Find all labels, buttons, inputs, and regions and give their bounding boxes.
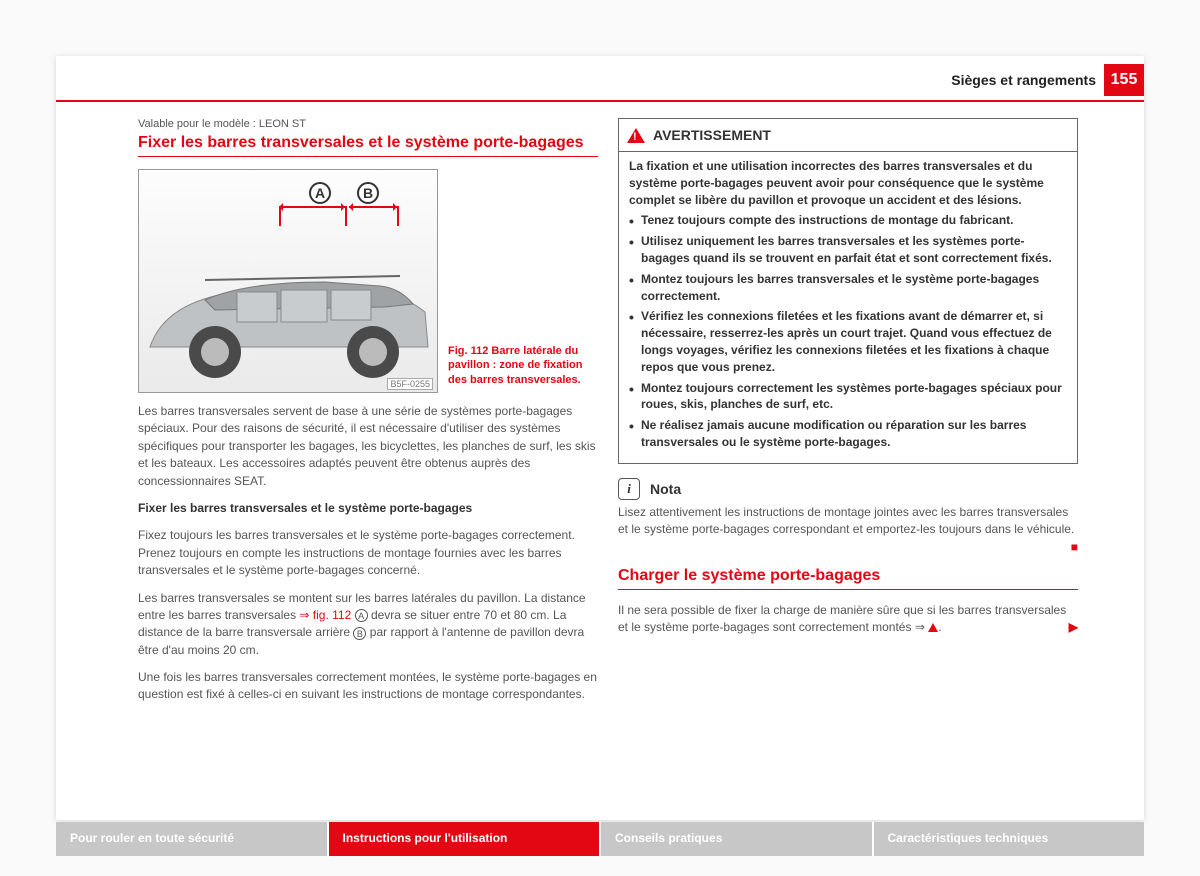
note-text: Lisez attentivement les instructions de …	[618, 504, 1078, 539]
section-end-marker: ■	[1071, 539, 1078, 556]
warning-triangle-icon	[627, 119, 645, 143]
note-label: Nota	[650, 481, 681, 497]
warning-box: AVERTISSEMENT La fixation et une utilisa…	[618, 118, 1078, 464]
paragraph: Fixez toujours les barres transversales …	[138, 527, 598, 579]
continuation-marker: ▶	[1069, 619, 1078, 636]
content-area: Valable pour le modèle : LEON ST Fixer l…	[138, 118, 1078, 714]
right-column: AVERTISSEMENT La fixation et une utilisa…	[618, 118, 1078, 714]
tab-instructions[interactable]: Instructions pour l'utilisation	[327, 822, 600, 856]
subheading: Fixer les barres transversales et le sys…	[138, 500, 598, 517]
marker-b: B	[357, 182, 379, 204]
warning-item: Ne réalisez jamais aucune modification o…	[629, 417, 1067, 451]
warning-body: La fixation et une utilisation incorrect…	[619, 152, 1077, 463]
paragraph: Les barres transversales se montent sur …	[138, 590, 598, 660]
inline-marker-a: A	[355, 609, 368, 622]
dimension-arrow-a	[279, 206, 345, 208]
warning-title: AVERTISSEMENT	[653, 127, 771, 143]
warning-list: Tenez toujours compte des instructions d…	[629, 212, 1067, 450]
warning-intro: La fixation et une utilisation incorrect…	[629, 158, 1067, 208]
car-illustration	[145, 252, 433, 382]
paragraph: Il ne sera possible de fixer la charge d…	[618, 602, 1078, 637]
warning-triangle-icon	[928, 618, 938, 632]
tab-specs[interactable]: Caractéristiques techniques	[872, 822, 1145, 856]
figure-row: A B B5F-0255 Fig. 11	[138, 169, 598, 393]
page-number: 155	[1104, 64, 1144, 96]
inline-marker-b: B	[353, 627, 366, 640]
header-rule	[56, 100, 1144, 102]
text: Il ne sera possible de fixer la charge d…	[618, 603, 1066, 634]
warning-header: AVERTISSEMENT	[619, 119, 1077, 152]
warning-item: Tenez toujours compte des instructions d…	[629, 212, 1067, 229]
note-header: i Nota	[618, 478, 1078, 500]
paragraph: Les barres transversales servent de base…	[138, 403, 598, 490]
section-heading-fix: Fixer les barres transversales et le sys…	[138, 134, 598, 157]
figure-code: B5F-0255	[387, 378, 433, 390]
figure-reference: ⇒ fig. 112	[299, 608, 351, 622]
warning-item: Montez toujours les barres transversales…	[629, 271, 1067, 305]
section-heading-load: Charger le système porte-bagages	[618, 567, 1078, 590]
marker-a: A	[309, 182, 331, 204]
footer-tabs: Pour rouler en toute sécurité Instructio…	[56, 822, 1144, 856]
warning-item: Montez toujours correctement les système…	[629, 380, 1067, 414]
figure-image: A B B5F-0255	[138, 169, 438, 393]
left-column: Valable pour le modèle : LEON ST Fixer l…	[138, 118, 598, 714]
valid-for-label: Valable pour le modèle : LEON ST	[138, 118, 598, 130]
figure-caption: Fig. 112 Barre latérale du pavillon : zo…	[448, 344, 598, 393]
paragraph: Une fois les barres transversales correc…	[138, 669, 598, 704]
chapter-title: Sièges et rangements	[951, 72, 1096, 88]
text: Lisez attentivement les instructions de …	[618, 505, 1074, 536]
tab-safety[interactable]: Pour rouler en toute sécurité	[56, 822, 327, 856]
warning-item: Vérifiez les connexions filetées et les …	[629, 308, 1067, 375]
warning-item: Utilisez uniquement les barres transvers…	[629, 233, 1067, 267]
info-icon: i	[618, 478, 640, 500]
tab-tips[interactable]: Conseils pratiques	[599, 822, 872, 856]
dimension-arrow-b	[349, 206, 397, 208]
